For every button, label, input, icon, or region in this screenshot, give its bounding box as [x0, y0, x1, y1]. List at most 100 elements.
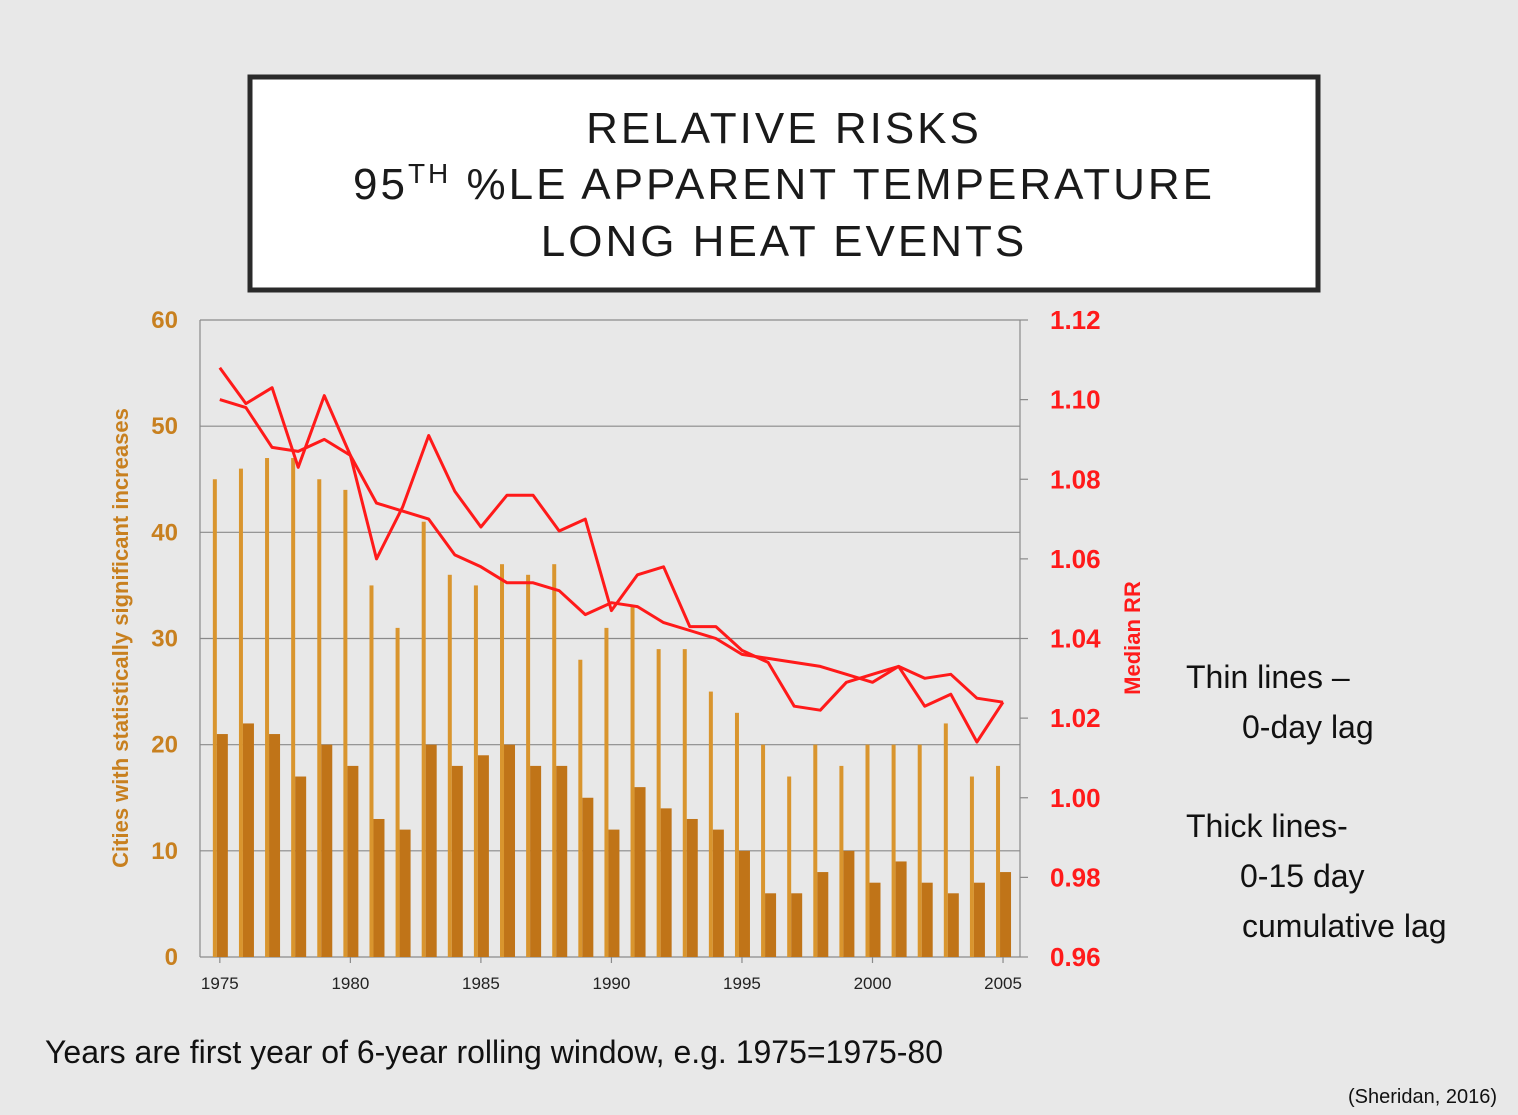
bar — [765, 893, 777, 957]
bar — [604, 627, 609, 957]
bar — [582, 797, 594, 957]
bar — [269, 734, 281, 957]
y-tick-label: 40 — [151, 519, 178, 546]
bar — [451, 765, 463, 957]
plot-area: 0 10 20 30 40 50 60 0.96 0.98 1.00 1.02 1.04 1.06 1.0… — [151, 305, 1101, 993]
bar — [712, 829, 724, 957]
bar — [477, 755, 489, 957]
bar — [969, 776, 974, 957]
y2-tick-label: 1.12 — [1050, 305, 1101, 335]
annotation: cumulative lag — [1242, 908, 1447, 944]
bar — [791, 893, 803, 957]
y-tick-label: 0 — [165, 944, 178, 971]
bar — [921, 882, 933, 957]
axes: 0 10 20 30 40 50 60 0.96 0.98 1.00 1.02 1.04 1.06 1.0… — [151, 305, 1101, 993]
bar — [973, 882, 985, 957]
y2-tick-label: 1.00 — [1050, 783, 1101, 813]
x-tick-label: 2005 — [984, 974, 1022, 993]
x-tick-label: 1975 — [201, 974, 239, 993]
bar — [526, 574, 531, 957]
bar — [291, 458, 296, 957]
y2-tick-label: 0.96 — [1050, 942, 1101, 972]
y2-tick-label: 1.02 — [1050, 703, 1101, 733]
bar — [630, 606, 635, 957]
x-tick-label: 1980 — [331, 974, 369, 993]
bar — [321, 744, 333, 957]
bar — [656, 649, 661, 957]
y-tick-label: 50 — [151, 413, 178, 440]
chart-title: RELATIVE RISKS — [586, 104, 982, 153]
y-tick-label: 20 — [151, 732, 178, 759]
y2-axis-label: Median RR — [1120, 581, 1145, 695]
annotation: Thick lines- — [1186, 808, 1348, 844]
footnote: Years are first year of 6-year rolling w… — [45, 1034, 943, 1070]
bar — [865, 744, 870, 957]
lines — [218, 366, 1005, 744]
bar — [317, 479, 322, 957]
chart-title: LONG HEAT EVENTS — [541, 217, 1027, 266]
bar — [369, 585, 374, 957]
y-tick-label: 30 — [151, 626, 178, 653]
title-superscript: TH — [408, 158, 451, 189]
bar — [425, 744, 437, 957]
bar — [787, 776, 792, 957]
line — [219, 398, 1004, 704]
source: (Sheridan, 2016) — [1348, 1086, 1497, 1108]
bar — [686, 818, 698, 957]
title-part: 95 — [353, 160, 408, 209]
y2-tick-label: 1.10 — [1050, 385, 1101, 415]
bar — [212, 479, 217, 957]
y2-tick-label: 1.08 — [1050, 464, 1101, 494]
y-tick-label: 10 — [151, 838, 178, 865]
bar — [682, 649, 687, 957]
y-tick-label: 60 — [151, 307, 178, 334]
bar — [843, 850, 855, 957]
y-axis-label: Cities with statistically significant in… — [108, 408, 133, 868]
x-tick-label: 2000 — [854, 974, 892, 993]
bar — [734, 712, 739, 957]
bar — [947, 893, 959, 957]
chart-title: 95TH %LE APPARENT TEMPERATURE — [353, 158, 1215, 209]
bar — [552, 564, 557, 957]
x-tick-label: 1995 — [723, 974, 761, 993]
bar — [473, 585, 478, 957]
bar — [891, 744, 896, 957]
bar — [578, 659, 583, 957]
bar — [943, 723, 948, 957]
bar — [556, 765, 568, 957]
bar — [373, 818, 385, 957]
title-part: %LE APPARENT TEMPERATURE — [451, 160, 1215, 209]
bar — [761, 744, 766, 957]
bar — [347, 765, 359, 957]
bar — [660, 808, 672, 957]
bar — [447, 574, 452, 957]
x-tick-label: 1985 — [462, 974, 500, 993]
bars — [212, 458, 1012, 957]
bar — [817, 872, 829, 957]
x-tick-label: 1990 — [593, 974, 631, 993]
annotation: Thin lines – — [1186, 659, 1350, 695]
bar — [917, 744, 922, 957]
bar — [869, 882, 881, 957]
bar — [708, 691, 713, 957]
bar — [738, 850, 750, 957]
title-box — [247, 74, 1321, 293]
bar — [504, 744, 516, 957]
bar — [395, 627, 400, 957]
bar — [500, 564, 505, 957]
bar — [421, 521, 426, 957]
bar — [634, 787, 646, 957]
bar — [265, 458, 270, 957]
bar — [238, 468, 243, 957]
bar — [295, 776, 307, 957]
bar — [895, 861, 907, 957]
bar — [996, 765, 1001, 957]
bar — [216, 734, 228, 957]
bar — [1000, 872, 1012, 957]
y2-tick-label: 1.04 — [1050, 624, 1101, 654]
bar — [608, 829, 620, 957]
annotation: 0-15 day — [1240, 858, 1365, 894]
bar — [839, 765, 844, 957]
